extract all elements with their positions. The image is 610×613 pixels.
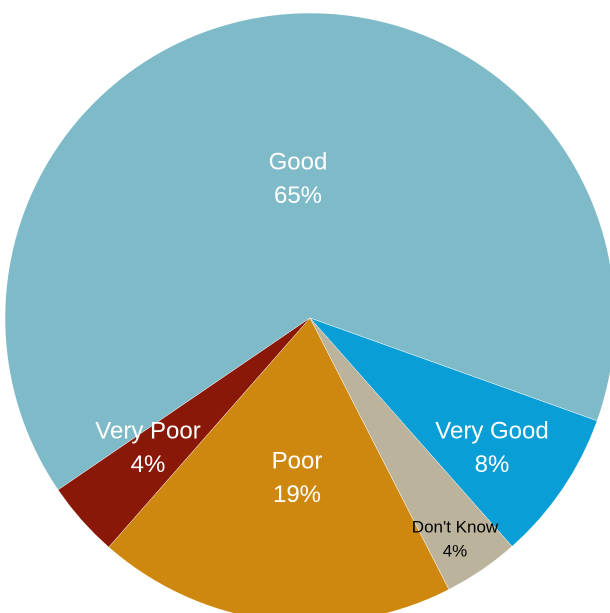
slice-label: Very Poor xyxy=(95,417,200,444)
slice-label: Don't Know xyxy=(412,517,499,536)
pie-slice xyxy=(309,317,598,547)
slice-value-label: 4% xyxy=(131,451,166,478)
pie-slice xyxy=(4,12,610,491)
pie-slice xyxy=(57,317,311,548)
slice-label: Good xyxy=(269,148,328,175)
slice-value-label: 65% xyxy=(274,182,322,209)
slice-label: Very Good xyxy=(435,417,548,444)
pie-slice xyxy=(108,317,450,613)
slice-label: Poor xyxy=(272,447,323,474)
slice-value-label: 8% xyxy=(475,451,510,478)
slice-value-label: 19% xyxy=(273,481,321,508)
slice-value-label: 4% xyxy=(443,541,468,560)
